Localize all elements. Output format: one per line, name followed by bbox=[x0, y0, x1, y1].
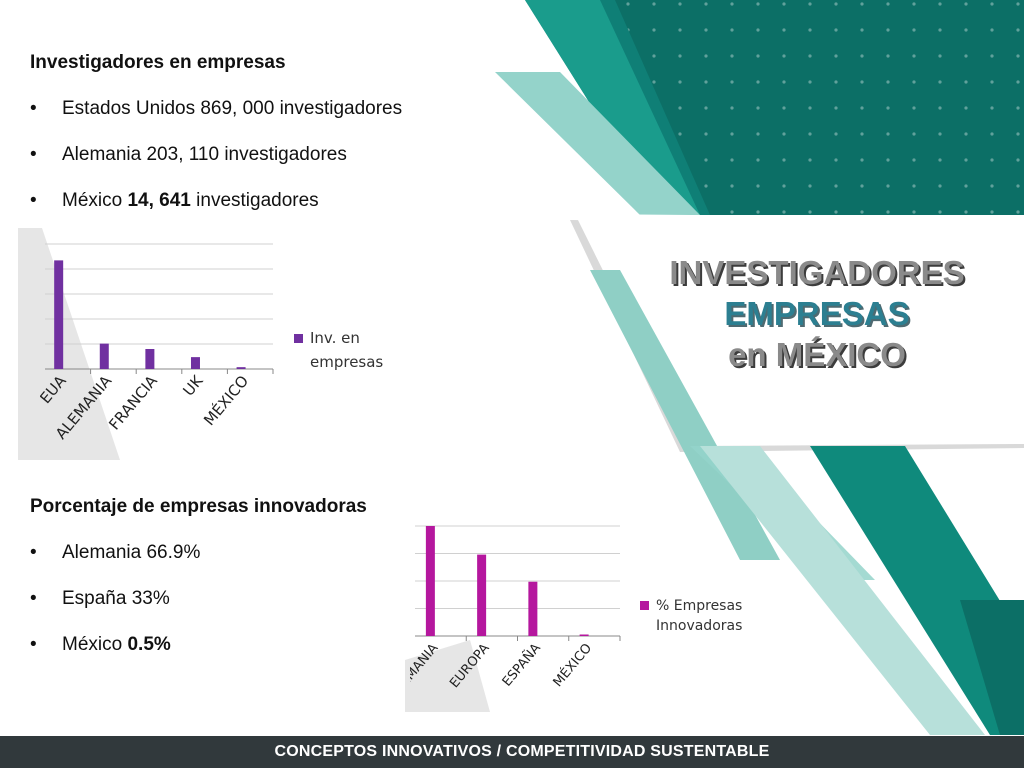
bullet-dot: • bbox=[30, 144, 37, 165]
x-tick-label: ESPAÑA bbox=[499, 640, 544, 689]
bullet-item: • México 0.5% bbox=[30, 634, 171, 656]
title-line-2: EMPRESAS bbox=[724, 295, 910, 332]
x-tick-label: MÉXICO bbox=[550, 640, 595, 690]
bar bbox=[190, 357, 200, 369]
bullet-text-main: Alemania 203, 110 investigadores bbox=[62, 144, 347, 165]
chart-innovative-companies: ALEMANIA EUROPA ESPAÑA MÉXICO % Empresas Inno… bbox=[410, 525, 742, 702]
bullet-text-bold: 0.5% bbox=[127, 634, 171, 655]
section1-heading: Investigadores en empresas bbox=[30, 52, 286, 73]
title-line-1: INVESTIGADORES bbox=[669, 254, 965, 291]
title-line-3: en MÉXICO bbox=[728, 336, 906, 373]
bar bbox=[236, 367, 246, 369]
bullet-text: México 0.5% bbox=[62, 634, 171, 656]
bullet-text-main: Alemania 66.9% bbox=[62, 542, 201, 563]
bullet-text: Alemania 203, 110 investigadores bbox=[62, 144, 347, 166]
footer-bar: CONCEPTOS INNOVATIVOS / COMPETITIVIDAD S… bbox=[0, 736, 1024, 768]
bullet-text: España 33% bbox=[62, 588, 170, 610]
slide-title: INVESTIGADORES EMPRESAS en MÉXICO bbox=[610, 252, 1024, 375]
bullet-text-main: México bbox=[62, 634, 128, 655]
bullet-dot: • bbox=[30, 190, 37, 211]
bar bbox=[477, 554, 487, 636]
bullet-dot: • bbox=[30, 588, 37, 609]
bar bbox=[425, 526, 435, 636]
bullet-text: México 14, 641 investigadores bbox=[62, 190, 319, 212]
legend-label: empresas bbox=[310, 353, 383, 371]
bar bbox=[579, 634, 589, 636]
bar bbox=[54, 260, 64, 369]
bullet-text-main: Estados Unidos 869, 000 investigadores bbox=[62, 98, 403, 119]
bullet-text-tail: investigadores bbox=[190, 190, 319, 211]
bullet-item: • Alemania 203, 110 investigadores bbox=[30, 144, 347, 166]
bar bbox=[99, 343, 109, 369]
bar bbox=[145, 349, 155, 369]
section2-heading: Porcentaje de empresas innovadoras bbox=[30, 496, 367, 517]
bullet-dot: • bbox=[30, 542, 37, 563]
legend-label: Innovadoras bbox=[656, 618, 742, 634]
bullet-item: • México 14, 641 investigadores bbox=[30, 190, 319, 212]
bullet-text: Alemania 66.9% bbox=[62, 542, 200, 564]
legend-label: % Empresas bbox=[656, 598, 742, 614]
x-tick-label: FRANCIA bbox=[105, 371, 161, 433]
bar bbox=[528, 581, 538, 636]
x-tick-label: EUROPA bbox=[447, 641, 493, 691]
bullet-text-main: México bbox=[62, 190, 128, 211]
footer-text: CONCEPTOS INNOVATIVOS / COMPETITIVIDAD S… bbox=[274, 743, 770, 760]
bullet-item: • España 33% bbox=[30, 588, 170, 610]
legend-label: Inv. en bbox=[310, 329, 360, 347]
bullet-dot: • bbox=[30, 634, 37, 655]
x-tick-label: UK bbox=[179, 371, 207, 399]
bullet-text-bold: 14, 641 bbox=[127, 190, 191, 211]
bullet-item: • Estados Unidos 869, 000 investigadores bbox=[30, 98, 402, 120]
x-tick-label: MÉXICO bbox=[199, 371, 252, 429]
bullet-text: Estados Unidos 869, 000 investigadores bbox=[62, 98, 402, 120]
x-tick-label: EUA bbox=[40, 371, 70, 407]
legend-swatch bbox=[640, 601, 649, 610]
bullet-dot: • bbox=[30, 98, 37, 119]
bullet-text-main: España 33% bbox=[62, 588, 170, 609]
bullet-item: • Alemania 66.9% bbox=[30, 542, 200, 564]
x-tick-label: ALEMANIA bbox=[410, 641, 442, 702]
legend-swatch bbox=[294, 334, 303, 343]
